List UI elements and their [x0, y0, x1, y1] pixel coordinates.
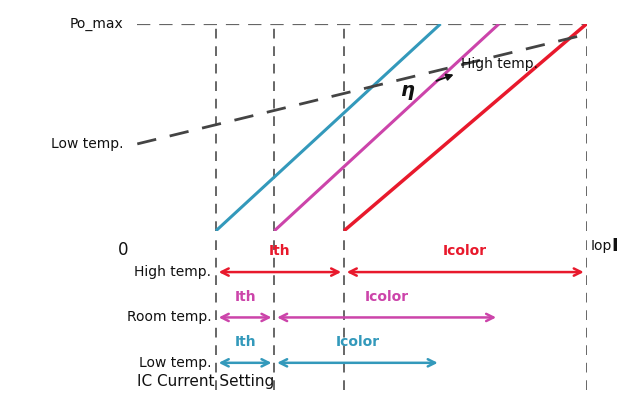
Text: Iop: Iop — [591, 239, 612, 253]
Text: Ith: Ith — [269, 244, 291, 258]
Text: High temp.: High temp. — [134, 265, 212, 279]
Text: I: I — [612, 237, 618, 255]
Text: IC Current Setting: IC Current Setting — [137, 374, 275, 388]
Text: η: η — [400, 81, 414, 100]
Text: Low temp.: Low temp. — [139, 356, 212, 370]
Text: Icolor: Icolor — [443, 244, 487, 258]
Text: Room temp.: Room temp. — [127, 310, 212, 324]
Text: Ith: Ith — [234, 290, 256, 304]
Text: Po_max: Po_max — [70, 17, 124, 31]
Text: High temp.: High temp. — [461, 57, 538, 72]
Text: Icolor: Icolor — [335, 335, 379, 349]
Text: Low temp.: Low temp. — [51, 137, 124, 151]
Text: 0: 0 — [118, 241, 129, 259]
Text: Ith: Ith — [234, 335, 256, 349]
Text: Icolor: Icolor — [364, 290, 409, 304]
